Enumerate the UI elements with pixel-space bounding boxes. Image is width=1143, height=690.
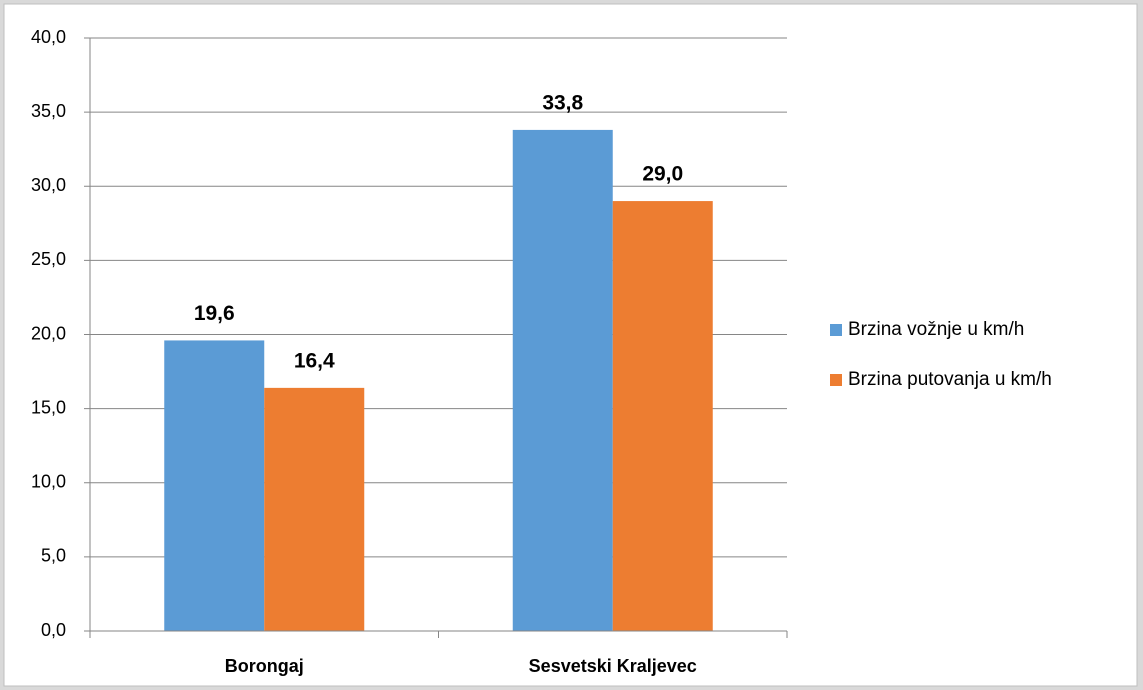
y-tick-label: 20,0 [31, 323, 66, 343]
y-tick-label: 35,0 [31, 101, 66, 121]
bar [264, 387, 365, 631]
y-tick-label: 5,0 [41, 546, 66, 566]
data-label: 29,0 [642, 163, 683, 186]
legend-swatch [830, 324, 842, 336]
data-label: 16,4 [294, 349, 335, 372]
legend-label: Brzina putovanja u km/h [848, 369, 1052, 390]
y-tick-label: 10,0 [31, 472, 66, 492]
legend-swatch [830, 374, 842, 386]
bar [164, 340, 265, 631]
y-tick-label: 15,0 [31, 397, 66, 417]
x-tick-label: Borongaj [225, 656, 304, 676]
data-label: 19,6 [194, 302, 235, 325]
bar [512, 129, 613, 632]
y-tick-label: 25,0 [31, 249, 66, 269]
data-label: 33,8 [542, 91, 583, 114]
x-tick-label: Sesvetski Kraljevec [529, 656, 697, 676]
y-tick-label: 30,0 [31, 175, 66, 195]
bar [612, 201, 713, 631]
y-tick-label: 40,0 [31, 27, 66, 47]
y-tick-label: 0,0 [41, 620, 66, 640]
legend-label: Brzina vožnje u km/h [848, 319, 1024, 340]
